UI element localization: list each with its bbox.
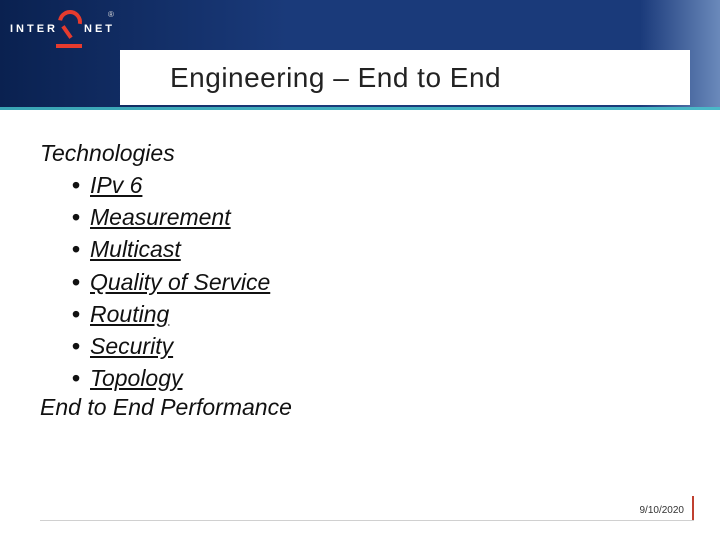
list-item: Multicast (90, 233, 680, 265)
logo-two-glyph (56, 10, 86, 48)
slide-title: Engineering – End to End (170, 62, 501, 94)
section-heading-performance: End to End Performance (40, 394, 680, 421)
list-item: Routing (90, 298, 680, 330)
bullet-list: IPv 6 Measurement Multicast Quality of S… (90, 169, 680, 394)
bullet-link[interactable]: Measurement (90, 204, 231, 230)
bullet-link[interactable]: IPv 6 (90, 172, 142, 198)
footer-tick (692, 496, 694, 520)
bullet-link[interactable]: Multicast (90, 236, 181, 262)
list-item: Security (90, 330, 680, 362)
list-item: Quality of Service (90, 266, 680, 298)
slide-content: Technologies IPv 6 Measurement Multicast… (40, 140, 680, 423)
accent-line (0, 107, 720, 110)
footer-date: 9/10/2020 (640, 505, 685, 516)
section-heading-technologies: Technologies (40, 140, 680, 167)
title-box: Engineering – End to End (120, 50, 690, 105)
registered-mark: ® (108, 10, 114, 19)
logo-text-left: INTER (10, 23, 58, 35)
internet2-logo: INTER NET (10, 6, 120, 52)
logo-text-right: NET (84, 23, 115, 35)
bullet-link[interactable]: Security (90, 333, 173, 359)
footer-line (40, 520, 694, 521)
list-item: Topology (90, 362, 680, 394)
bullet-link[interactable]: Topology (90, 365, 183, 391)
list-item: IPv 6 (90, 169, 680, 201)
bullet-link[interactable]: Quality of Service (90, 269, 270, 295)
list-item: Measurement (90, 201, 680, 233)
bullet-link[interactable]: Routing (90, 301, 169, 327)
